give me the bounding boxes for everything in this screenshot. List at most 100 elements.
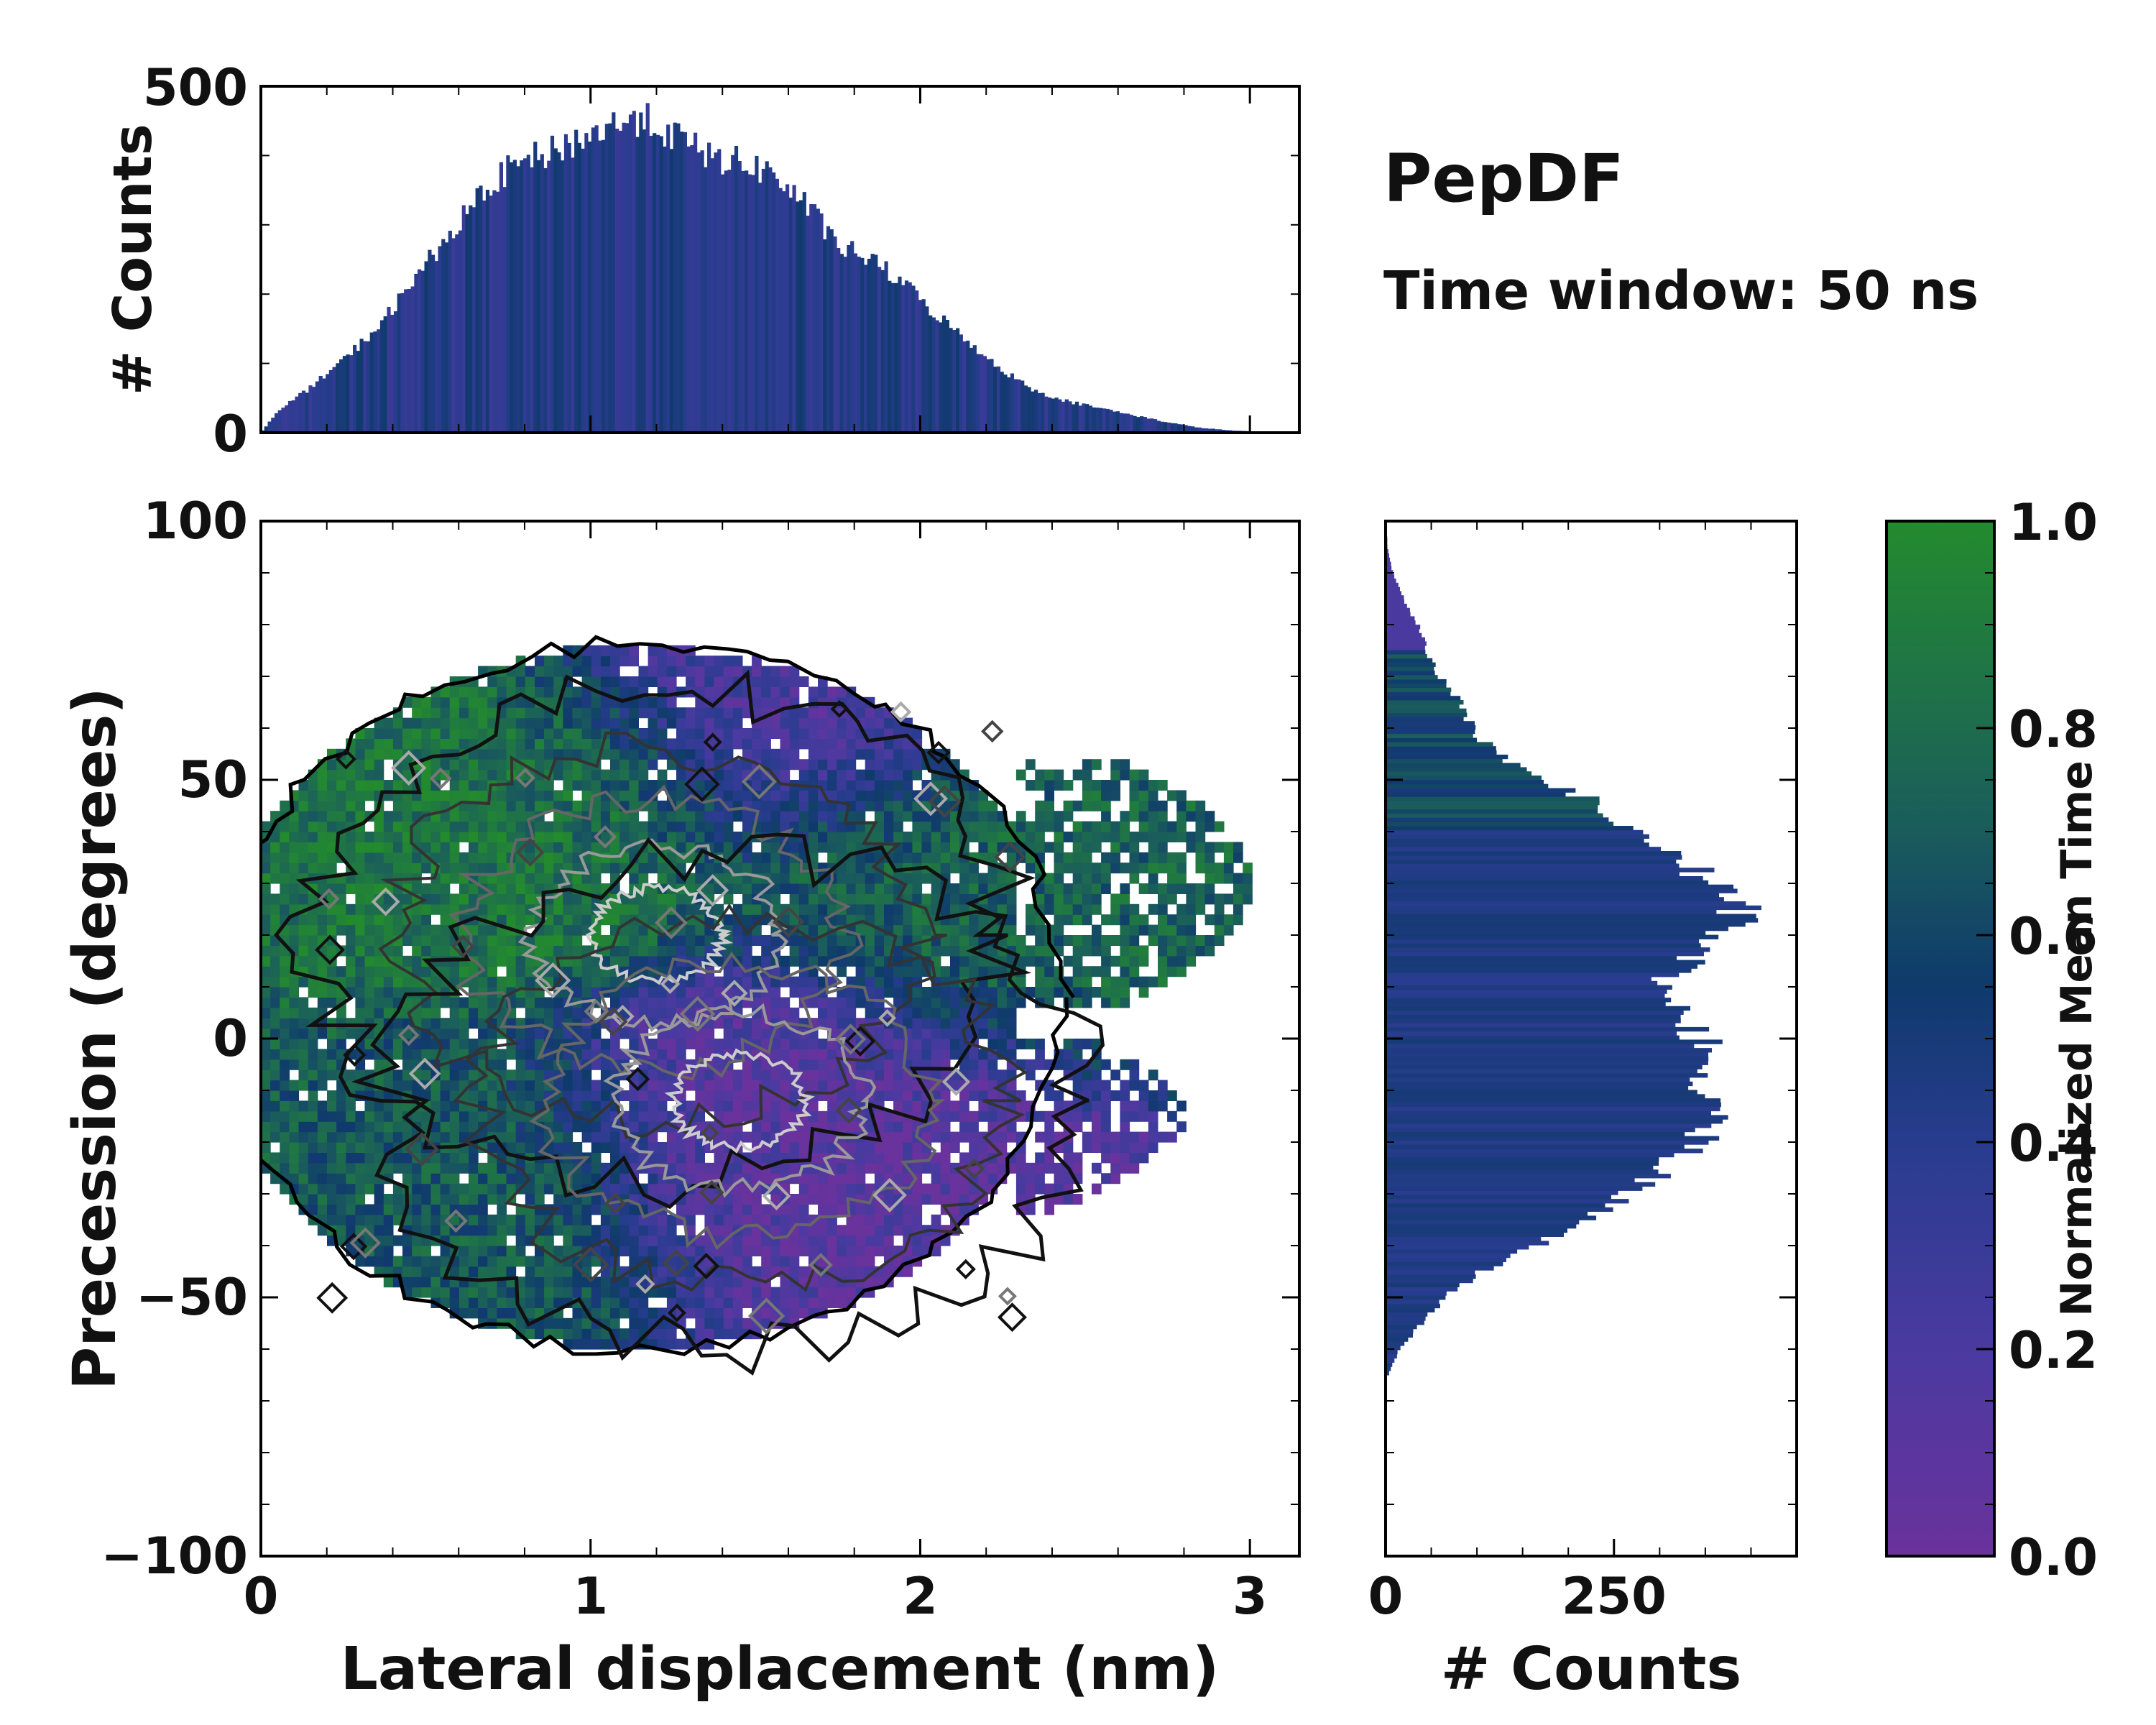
heatmap-cell (798, 1214, 809, 1225)
heatmap-cell (1006, 1018, 1017, 1029)
heatmap-cell (742, 1070, 752, 1081)
heatmap-cell (931, 1183, 941, 1195)
heatmap-cell (525, 1059, 535, 1070)
heatmap-cell (818, 728, 828, 739)
heatmap-cell (430, 821, 441, 832)
heatmap-cell (600, 800, 611, 811)
heatmap-cell (327, 1183, 337, 1195)
heatmap-cell (459, 1287, 469, 1298)
heatmap-cell (563, 686, 573, 698)
heatmap-cell (581, 707, 592, 719)
heatmap-cell (298, 955, 309, 967)
heatmap-cell (563, 738, 573, 750)
heatmap-cell (298, 800, 309, 811)
heatmap-cell (780, 1039, 791, 1049)
heatmap-cell (515, 707, 526, 719)
heatmap-cell (1072, 1194, 1083, 1205)
heatmap-cell (487, 1287, 497, 1298)
heatmap-cell (884, 717, 894, 729)
heatmap-cell (572, 832, 583, 842)
heatmap-cell (846, 832, 857, 842)
heatmap-cell (327, 1100, 337, 1112)
heatmap-cell (950, 1110, 960, 1122)
heatmap-cell (657, 728, 668, 739)
top-hist-bar (1166, 422, 1171, 433)
heatmap-cell (629, 790, 639, 801)
heatmap-cell (1063, 903, 1074, 915)
heatmap-cell (581, 1100, 592, 1112)
heatmap-cell (469, 1018, 479, 1029)
heatmap-cell (553, 1183, 563, 1195)
heatmap-cell (742, 1018, 752, 1029)
heatmap-cell (449, 1028, 460, 1039)
heatmap-cell (563, 914, 573, 926)
heatmap-cell (308, 1121, 318, 1133)
heatmap-cell (553, 1028, 563, 1039)
heatmap-cell (374, 1152, 384, 1164)
heatmap-cell (723, 1018, 734, 1029)
heatmap-cell (648, 955, 658, 967)
heatmap-cell (808, 1059, 819, 1070)
heatmap-cell (459, 1028, 469, 1039)
heatmap-cell (666, 759, 677, 770)
heatmap-cell (308, 987, 318, 998)
heatmap-cell (430, 790, 441, 801)
heatmap-cell (865, 852, 875, 863)
heatmap-cell (497, 800, 507, 811)
heatmap-cell (695, 1110, 705, 1122)
heatmap-cell (440, 1183, 451, 1195)
heatmap-cell (686, 1028, 696, 1039)
heatmap-cell (648, 903, 658, 915)
heatmap-cell (459, 1110, 469, 1122)
heatmap-cell (478, 1090, 488, 1101)
top-hist-bar (956, 328, 960, 433)
heatmap-cell (355, 955, 366, 967)
heatmap-cell (931, 1162, 941, 1174)
top-hist-bar (418, 269, 422, 433)
heatmap-cell (591, 728, 602, 739)
heatmap-cell (440, 707, 451, 719)
heatmap-cell (487, 686, 497, 698)
heatmap-cell (940, 1039, 951, 1049)
heatmap-cell (657, 1183, 668, 1195)
heatmap-cell (280, 1142, 290, 1153)
top-hist-bar (1007, 377, 1011, 433)
heatmap-cell (931, 1173, 941, 1184)
heatmap-cell (629, 1110, 639, 1122)
heatmap-cell (535, 1204, 545, 1215)
heatmap-cell (449, 780, 460, 791)
heatmap-cell (874, 997, 885, 1008)
heatmap-cell (1035, 1131, 1045, 1143)
heatmap-cell (742, 935, 752, 946)
heatmap-cell (402, 1059, 413, 1070)
heatmap-cell (270, 1049, 280, 1060)
heatmap-cell (761, 1131, 771, 1143)
heatmap-cell (487, 945, 497, 957)
heatmap-cell (732, 945, 743, 957)
heatmap-cell (714, 1152, 724, 1164)
heatmap-cell (874, 748, 885, 760)
heatmap-cell (563, 1266, 573, 1277)
top-hist-bar (980, 354, 984, 433)
heatmap-cell (855, 738, 866, 750)
chart-subtitle: Time window: 50 ns (1383, 260, 1978, 322)
heatmap-cell (355, 873, 366, 884)
top-y-tick-label: 0 (213, 405, 248, 464)
heatmap-cell (912, 1039, 923, 1049)
heatmap-cell (676, 821, 686, 832)
heatmap-cell (818, 800, 828, 811)
heatmap-cell (563, 821, 573, 832)
heatmap-cell (430, 976, 441, 988)
heatmap-cell (770, 728, 781, 739)
heatmap-cell (430, 832, 441, 842)
heatmap-cell (421, 1162, 431, 1174)
heatmap-cell (666, 945, 677, 957)
top-hist-bar (1194, 427, 1198, 433)
heatmap-cell (421, 707, 431, 719)
heatmap-cell (798, 873, 809, 884)
heatmap-cell (581, 1256, 592, 1267)
heatmap-cell (346, 903, 356, 915)
heatmap-cell (686, 1173, 696, 1184)
top-hist-bar (966, 340, 970, 433)
heatmap-cell (789, 800, 800, 811)
